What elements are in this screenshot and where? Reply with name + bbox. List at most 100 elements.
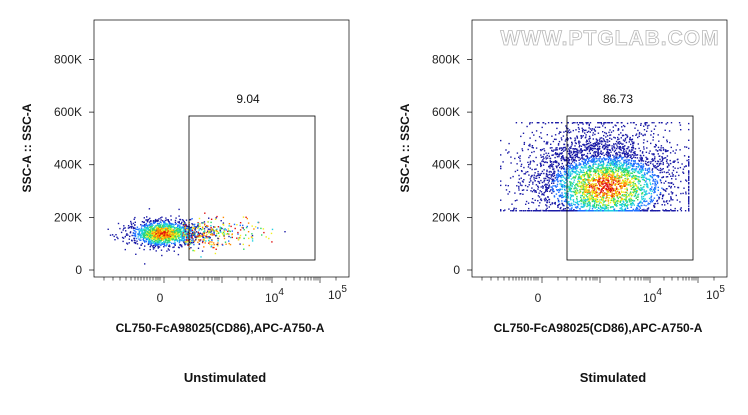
- event-dot: [217, 245, 219, 247]
- event-dot: [575, 175, 577, 177]
- event-dot: [560, 172, 562, 174]
- event-dot: [592, 180, 595, 182]
- event-dot: [569, 187, 571, 189]
- event-dot: [576, 135, 578, 137]
- event-dot: [583, 201, 585, 203]
- event-dot: [622, 198, 624, 201]
- event-dot: [213, 226, 215, 228]
- event-dot: [628, 174, 630, 176]
- event-dot: [210, 246, 212, 248]
- event-dot: [624, 180, 627, 182]
- event-dot: [597, 207, 600, 209]
- event-dot: [599, 205, 601, 207]
- event-dot: [558, 132, 560, 135]
- event-dot: [609, 185, 612, 188]
- event-dot: [535, 177, 538, 179]
- event-dot: [178, 225, 181, 227]
- event-dot: [602, 125, 604, 127]
- event-dot: [189, 228, 191, 230]
- y-tick-label: 200K: [432, 210, 460, 224]
- event-dot: [596, 159, 598, 162]
- event-dot: [572, 168, 574, 171]
- event-dot: [175, 223, 177, 225]
- event-dot: [598, 168, 601, 170]
- event-dot: [603, 167, 606, 169]
- event-dot: [263, 231, 265, 234]
- event-dot: [528, 144, 530, 147]
- event-dot: [523, 173, 525, 175]
- event-dot: [528, 210, 531, 212]
- event-dot: [505, 149, 507, 151]
- event-dot: [608, 183, 611, 185]
- event-dot: [595, 174, 597, 177]
- event-dot: [578, 180, 580, 183]
- event-dot: [582, 197, 585, 199]
- event-dot: [672, 210, 674, 212]
- event-dot: [144, 225, 146, 227]
- event-dot: [640, 184, 642, 187]
- event-dot: [656, 166, 658, 168]
- event-dot: [251, 233, 253, 235]
- gate-rectangle[interactable]: [188, 115, 316, 261]
- event-dot: [158, 236, 160, 239]
- event-dot: [606, 162, 609, 164]
- event-dot: [193, 234, 195, 236]
- event-dot: [597, 126, 599, 128]
- event-dot: [543, 177, 545, 180]
- event-dot: [195, 231, 198, 233]
- event-dot: [614, 159, 616, 161]
- event-dot: [547, 152, 550, 155]
- event-dot: [602, 160, 604, 162]
- event-dot: [537, 185, 539, 187]
- event-dot: [573, 161, 576, 164]
- event-dot: [582, 135, 584, 137]
- event-dot: [605, 132, 607, 135]
- event-dot: [546, 200, 549, 202]
- event-dot: [596, 167, 599, 169]
- event-dot: [149, 248, 151, 251]
- event-dot: [204, 237, 206, 239]
- event-dot: [159, 221, 161, 223]
- event-dot: [239, 234, 242, 237]
- event-dot: [228, 233, 230, 235]
- event-dot: [609, 201, 612, 204]
- event-dot: [183, 229, 185, 231]
- event-dot: [604, 188, 606, 190]
- event-dot: [199, 223, 201, 225]
- event-dot: [516, 152, 519, 154]
- event-dot: [670, 175, 672, 177]
- event-dot: [603, 123, 605, 125]
- event-dot: [599, 137, 601, 139]
- event-dot: [620, 190, 623, 192]
- event-dot: [640, 133, 643, 135]
- event-dot: [209, 237, 211, 240]
- event-dot: [179, 240, 181, 242]
- event-dot: [156, 219, 159, 221]
- event-dot: [616, 183, 618, 186]
- event-dot: [242, 216, 245, 218]
- event-dot: [688, 147, 690, 150]
- event-dot: [611, 187, 614, 189]
- event-dot: [555, 153, 557, 156]
- event-dot: [579, 188, 581, 191]
- event-dot: [190, 232, 192, 235]
- event-dot: [570, 188, 573, 190]
- event-dot: [565, 171, 567, 173]
- event-dot: [158, 225, 160, 227]
- x-axis-title: CL750-FcA98025(CD86),APC-A750-A: [116, 321, 325, 335]
- event-dot: [605, 197, 607, 200]
- event-dot: [158, 218, 160, 220]
- event-dot: [564, 146, 566, 149]
- event-dot: [163, 223, 165, 225]
- event-dot: [160, 228, 162, 230]
- event-dot: [538, 205, 540, 207]
- event-dot: [251, 236, 253, 239]
- event-dot: [551, 202, 553, 204]
- event-dot: [569, 168, 571, 171]
- event-dot: [597, 145, 599, 147]
- event-dot: [174, 244, 176, 246]
- event-dot: [536, 174, 539, 177]
- event-dot: [594, 145, 596, 147]
- event-dot: [672, 161, 674, 163]
- event-dot: [152, 241, 154, 243]
